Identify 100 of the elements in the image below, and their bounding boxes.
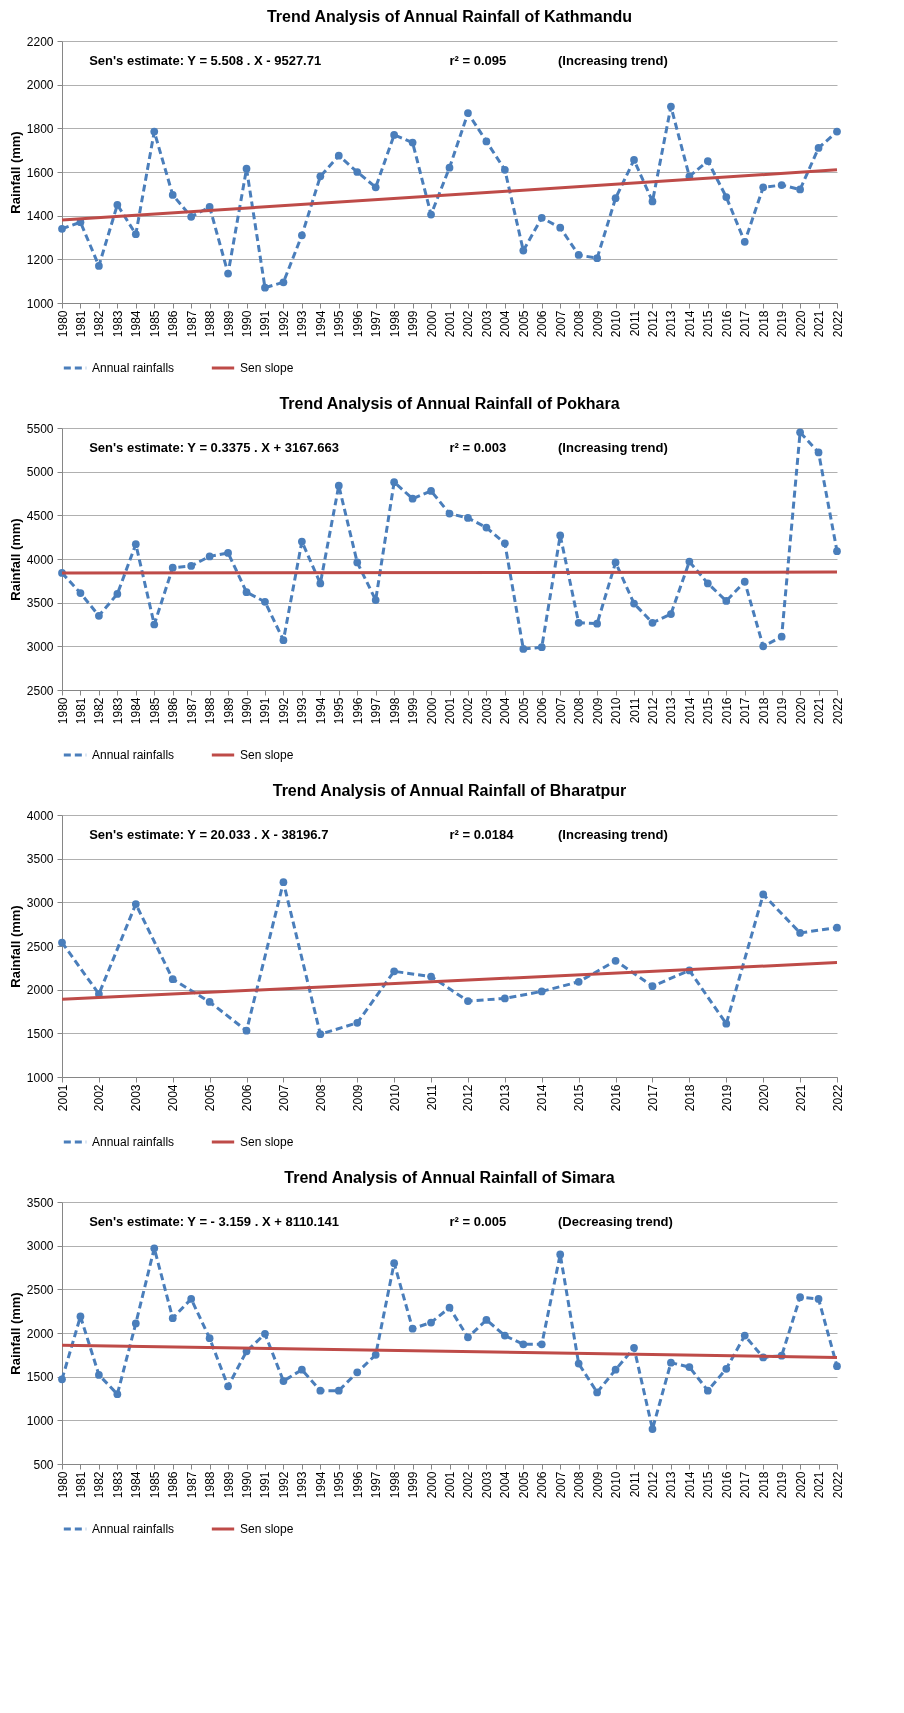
x-tick-label: 2001 (55, 1084, 70, 1112)
x-tick-label: 2012 (645, 310, 660, 338)
x-tick-label: 2013 (664, 310, 679, 338)
x-tick-label: 2004 (498, 310, 513, 338)
x-tick-label: 2015 (701, 697, 716, 725)
chart-title: Trend Analysis of Annual Rainfall of Bharatpur (272, 782, 627, 799)
x-tick-label: 1987 (184, 1471, 199, 1499)
x-tick-label: 2010 (609, 697, 624, 725)
y-tick-label: 1000 (26, 1413, 54, 1428)
x-tick-label: 2005 (516, 310, 531, 338)
y-tick-label: 1200 (26, 252, 54, 267)
x-tick-label: 1998 (387, 310, 402, 338)
x-tick-label: 2020 (793, 310, 808, 338)
x-tick-label: 2018 (756, 1471, 771, 1499)
x-tick-label: 1983 (110, 697, 125, 725)
x-tick-label: 1980 (55, 310, 70, 338)
y-tick-label: 5500 (26, 421, 54, 436)
x-tick-label: 1986 (166, 697, 181, 725)
x-tick-label: 2010 (387, 1084, 402, 1112)
x-tick-label: 1991 (258, 697, 273, 725)
y-tick-label: 3000 (26, 639, 54, 654)
x-tick-label: 2008 (572, 310, 587, 338)
x-tick-label: 1984 (129, 310, 144, 338)
x-tick-label: 1986 (166, 310, 181, 338)
x-tick-label: 1982 (92, 1471, 107, 1499)
x-tick-label: 2010 (609, 1471, 624, 1499)
x-tick-label: 1981 (73, 1471, 88, 1499)
x-tick-label: 1993 (295, 697, 310, 725)
y-tick-label: 4500 (26, 508, 54, 523)
y-tick-label: 2200 (26, 34, 54, 49)
x-tick-label: 2007 (553, 310, 568, 338)
y-tick-label: 2500 (26, 1282, 54, 1297)
x-tick-label: 2009 (590, 1471, 605, 1499)
chart-title: Trend Analysis of Annual Rainfall of Pokhara (279, 395, 620, 412)
x-tick-label: 2009 (590, 310, 605, 338)
x-tick-label: 2015 (572, 1084, 587, 1112)
x-tick-label: 2003 (479, 697, 494, 725)
x-tick-label: 2002 (461, 1471, 476, 1499)
y-tick-label: 3000 (26, 1239, 54, 1254)
legend-label: Annual rainfalls (92, 1522, 175, 1536)
x-tick-label: 2007 (553, 1471, 568, 1499)
x-tick-label: 2005 (516, 1471, 531, 1499)
x-tick-label: 2021 (812, 697, 827, 725)
x-tick-label: 2007 (276, 1084, 291, 1112)
x-tick-label: 2005 (516, 697, 531, 725)
x-tick-label: 1992 (276, 1471, 291, 1499)
x-tick-label: 1992 (276, 310, 291, 338)
x-tick-label: 2012 (645, 697, 660, 725)
x-tick-label: 1989 (221, 1471, 236, 1499)
x-tick-label: 1985 (147, 310, 162, 338)
x-tick-label: 1980 (55, 697, 70, 725)
y-axis-title: Rainfall (mm) (7, 905, 23, 988)
x-tick-label: 2013 (664, 1471, 679, 1499)
x-tick-label: 2017 (645, 1084, 660, 1112)
x-tick-label: 2000 (424, 697, 439, 725)
x-tick-label: 1999 (406, 697, 421, 725)
x-tick-label: 1995 (332, 1471, 347, 1499)
x-tick-label: 2010 (609, 310, 624, 338)
annotation: (Increasing trend) (558, 827, 668, 842)
x-tick-label: 2004 (166, 1084, 181, 1112)
x-tick-label: 1991 (258, 310, 273, 338)
x-tick-label: 1996 (350, 310, 365, 338)
x-tick-label: 1989 (221, 697, 236, 725)
annotation: (Increasing trend) (558, 53, 668, 68)
x-tick-label: 2004 (498, 697, 513, 725)
x-tick-label: 2011 (627, 310, 642, 337)
annotation: (Decreasing trend) (558, 1214, 673, 1229)
y-tick-label: 4000 (26, 808, 54, 823)
x-tick-label: 1993 (295, 310, 310, 338)
annotation: r² = 0.0184 (449, 827, 515, 842)
y-tick-label: 1800 (26, 121, 54, 136)
y-axis-title: Rainfall (mm) (7, 1292, 23, 1375)
x-tick-label: 2022 (830, 1471, 845, 1499)
x-tick-label: 2021 (793, 1084, 808, 1112)
x-tick-label: 2001 (443, 1471, 457, 1499)
x-tick-label: 2008 (313, 1084, 328, 1112)
x-tick-label: 2002 (461, 310, 476, 338)
annotation: Sen's estimate: Y = 20.033 . X - 38196.7 (89, 827, 329, 842)
x-tick-label: 1985 (147, 697, 162, 725)
x-tick-label: 2021 (812, 1471, 827, 1499)
annotation: r² = 0.005 (449, 1214, 507, 1229)
x-tick-label: 2003 (129, 1084, 144, 1112)
x-tick-label: 1995 (332, 310, 347, 338)
x-tick-label: 2021 (812, 310, 827, 338)
y-tick-label: 3500 (26, 852, 54, 867)
x-tick-label: 2022 (830, 310, 845, 338)
annotation: Sen's estimate: Y = - 3.159 . X + 8110.141 (89, 1214, 339, 1229)
x-tick-label: 1999 (406, 310, 421, 338)
annotation: Sen's estimate: Y = 0.3375 . X + 3167.663 (89, 440, 339, 455)
y-tick-label: 1500 (26, 1370, 54, 1385)
x-tick-label: 2014 (682, 697, 697, 725)
x-tick-label: 2016 (609, 1084, 624, 1112)
x-tick-label: 2020 (793, 697, 808, 725)
x-tick-label: 2006 (535, 697, 550, 725)
y-axis-title: Rainfall (mm) (7, 131, 23, 214)
x-tick-label: 2000 (424, 310, 439, 338)
x-tick-label: 2005 (203, 1084, 218, 1112)
x-tick-label: 2006 (535, 1471, 550, 1499)
x-tick-label: 2013 (664, 697, 679, 725)
x-tick-label: 2011 (627, 697, 642, 724)
